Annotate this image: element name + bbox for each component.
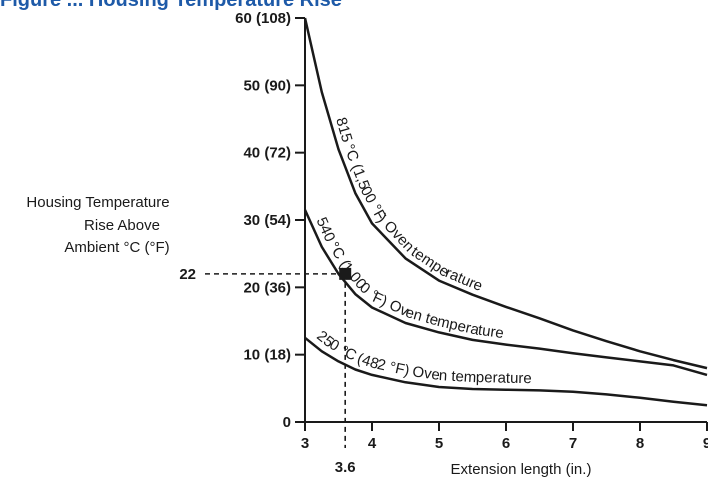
y-tick-label: 20 (36) xyxy=(243,279,291,296)
series-line xyxy=(303,17,708,370)
y-tick-label: 0 xyxy=(283,414,291,431)
x-axis-title: Extension length (in.) xyxy=(451,461,592,478)
x-tick-label: 6 xyxy=(502,435,510,452)
annotations: 223.6 xyxy=(179,266,355,476)
example-point-marker xyxy=(339,267,352,280)
y-axis-title-line-3: Ambient °C (°F) xyxy=(64,239,169,256)
x-tick-label: 9 xyxy=(703,435,708,452)
series-line xyxy=(304,336,708,407)
x-tick-label: 8 xyxy=(636,435,644,452)
x-tick-label: 5 xyxy=(435,435,443,452)
y-axis-title-line-1: Housing Temperature xyxy=(26,194,169,211)
y-tick-label: 60 (108) xyxy=(235,10,291,27)
y-tick-label: 30 (54) xyxy=(243,212,291,229)
y-tick-label: 50 (90) xyxy=(243,77,291,94)
example-x-label: 3.6 xyxy=(335,459,356,476)
example-y-label: 22 xyxy=(179,266,196,283)
x-tick-label: 4 xyxy=(368,435,377,452)
axes: 0 10 (18) 20 (36) 30 (54) 40 (72) 50 (90) 60 (… xyxy=(235,10,708,452)
series-line xyxy=(303,209,708,377)
x-tick-label: 3 xyxy=(301,435,309,452)
chart-title: Figure ... Housing Temperature Rise xyxy=(0,0,342,11)
y-tick-label: 40 (72) xyxy=(243,145,291,162)
y-axis-title-line-2: Rise Above xyxy=(84,217,160,234)
y-axis-title: Housing Temperature Rise Above Ambient °… xyxy=(26,194,169,256)
y-tick-label: 10 (18) xyxy=(243,347,291,364)
x-tick-label: 7 xyxy=(569,435,577,452)
